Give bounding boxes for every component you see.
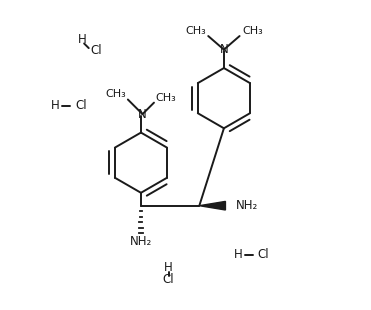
Text: H: H bbox=[164, 261, 173, 274]
Text: CH₃: CH₃ bbox=[185, 25, 206, 36]
Text: CH₃: CH₃ bbox=[242, 25, 263, 36]
Text: NH₂: NH₂ bbox=[130, 235, 152, 248]
Text: CH₃: CH₃ bbox=[106, 89, 127, 99]
Text: N: N bbox=[220, 43, 228, 56]
Text: NH₂: NH₂ bbox=[236, 199, 259, 212]
Text: Cl: Cl bbox=[90, 44, 102, 57]
Text: N: N bbox=[138, 108, 147, 121]
Text: H: H bbox=[51, 99, 59, 112]
Text: Cl: Cl bbox=[258, 248, 269, 261]
Text: Cl: Cl bbox=[163, 273, 174, 286]
Polygon shape bbox=[199, 202, 226, 210]
Text: H: H bbox=[234, 248, 242, 261]
Text: CH₃: CH₃ bbox=[155, 93, 176, 103]
Text: Cl: Cl bbox=[75, 99, 86, 112]
Text: H: H bbox=[78, 33, 87, 46]
